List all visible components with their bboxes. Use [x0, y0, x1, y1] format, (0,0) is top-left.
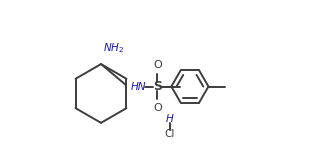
Text: HN: HN [131, 81, 146, 92]
Text: S: S [153, 80, 162, 93]
Text: O: O [153, 103, 162, 113]
Text: H: H [166, 114, 174, 124]
Text: Cl: Cl [164, 129, 175, 139]
Text: O: O [153, 60, 162, 70]
Text: NH$_2$: NH$_2$ [103, 42, 124, 55]
